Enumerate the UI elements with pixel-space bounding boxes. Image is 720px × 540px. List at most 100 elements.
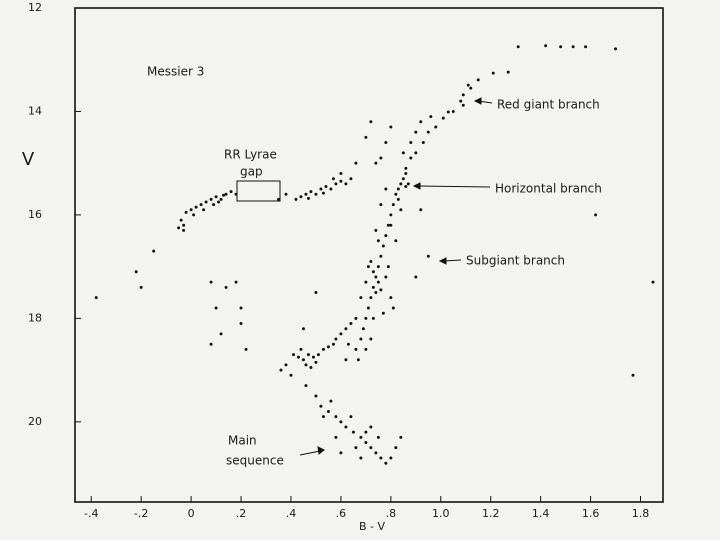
star-point (326, 409, 330, 413)
star-point (179, 218, 183, 222)
star-point (384, 140, 388, 144)
x-axis-label: B - V (359, 520, 386, 533)
star-point (182, 228, 186, 232)
y-tick-label: 14 (28, 104, 42, 117)
annotation: Subgiant branch (466, 254, 565, 268)
y-axis-label: V (22, 149, 35, 170)
star-point (461, 103, 465, 107)
star-point (344, 182, 348, 186)
arrow-head (412, 182, 421, 190)
star-point (324, 184, 328, 188)
star-point (331, 342, 335, 346)
star-point (314, 360, 318, 364)
star-point (441, 116, 445, 120)
star-point (426, 254, 430, 258)
star-point (351, 430, 355, 434)
star-point (389, 456, 393, 460)
star-point (354, 446, 358, 450)
star-point (354, 316, 358, 320)
star-point (459, 99, 463, 103)
star-point (321, 347, 325, 351)
star-point (189, 208, 193, 212)
star-point (379, 203, 383, 207)
star-point (244, 347, 248, 351)
star-point (354, 161, 358, 165)
star-point (209, 342, 213, 346)
star-point (294, 197, 298, 201)
star-point (94, 296, 98, 300)
star-point (359, 337, 363, 341)
x-tick-label: .2 (236, 507, 247, 520)
arrow (299, 450, 321, 456)
star-point (469, 86, 473, 90)
star-point (366, 265, 370, 269)
star-point (399, 182, 403, 186)
star-point (224, 285, 228, 289)
star-point (334, 337, 338, 341)
star-point (284, 363, 288, 367)
star-point (376, 265, 380, 269)
annotation: RR Lyrae (224, 148, 277, 162)
star-point (224, 192, 228, 196)
star-point (394, 446, 398, 450)
star-point (219, 197, 223, 201)
star-point (376, 280, 380, 284)
star-point (296, 355, 300, 359)
star-point (379, 456, 383, 460)
x-tick-label: 1.6 (582, 507, 600, 520)
star-point (364, 280, 368, 284)
star-point (229, 190, 233, 194)
star-point (364, 316, 368, 320)
star-point (434, 125, 438, 129)
star-point (651, 280, 655, 284)
star-point (374, 161, 378, 165)
y-tick-label: 20 (28, 415, 42, 428)
star-point (152, 249, 156, 253)
star-point (239, 306, 243, 310)
star-point (414, 151, 418, 155)
star-point (349, 322, 353, 326)
star-point (301, 327, 305, 331)
star-point (476, 78, 480, 82)
star-point (384, 234, 388, 238)
star-point (389, 125, 393, 129)
star-point (306, 353, 310, 357)
star-point (369, 296, 373, 300)
star-point (214, 306, 218, 310)
star-point (559, 45, 563, 49)
star-point (334, 415, 338, 419)
arrow-head (317, 446, 325, 455)
star-point (404, 166, 408, 170)
star-point (299, 347, 303, 351)
star-point (389, 223, 393, 227)
star-point (334, 435, 338, 439)
star-point (421, 140, 425, 144)
arrow-head (473, 97, 482, 105)
star-point (371, 270, 375, 274)
star-point (309, 190, 313, 194)
star-point (394, 239, 398, 243)
star-point (506, 70, 510, 74)
plot-frame (74, 7, 664, 503)
star-point (371, 285, 375, 289)
star-point (584, 45, 588, 49)
star-point (571, 45, 575, 49)
star-point (401, 177, 405, 181)
star-point (344, 358, 348, 362)
star-point (394, 192, 398, 196)
star-point (316, 353, 320, 357)
x-tick-label: 1.2 (482, 507, 500, 520)
annotation: Red giant branch (497, 98, 600, 112)
star-point (311, 355, 315, 359)
star-point (379, 288, 383, 292)
star-point (314, 192, 318, 196)
star-point (321, 191, 325, 195)
star-point (419, 120, 423, 124)
star-point (404, 184, 408, 188)
star-point (516, 45, 520, 49)
star-point (359, 435, 363, 439)
star-point (374, 228, 378, 232)
star-point (279, 368, 283, 372)
